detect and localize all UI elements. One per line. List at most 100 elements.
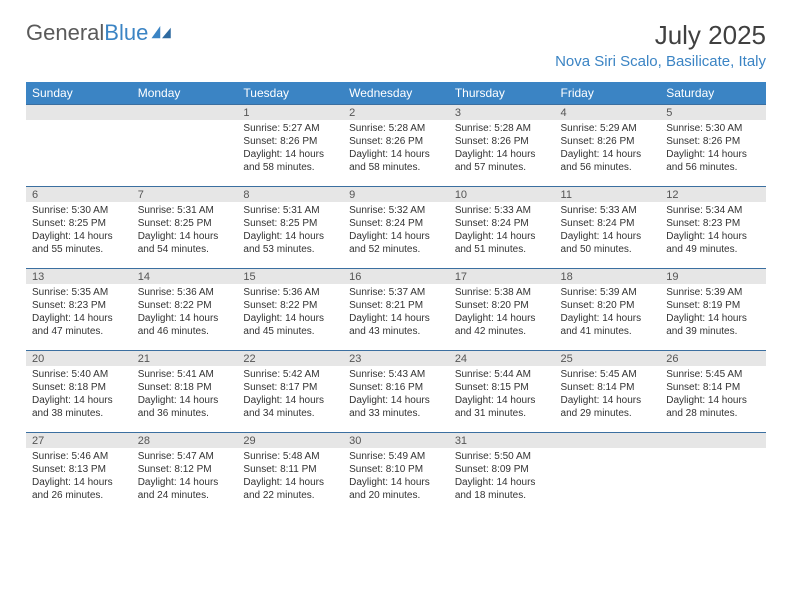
day-details: Sunrise: 5:30 AMSunset: 8:26 PMDaylight:… [660, 120, 766, 178]
calendar-day-cell [555, 432, 661, 514]
daylight-text: Daylight: 14 hours and 34 minutes. [243, 394, 337, 420]
sunset-text: Sunset: 8:23 PM [32, 299, 126, 312]
sunrise-text: Sunrise: 5:36 AM [243, 286, 337, 299]
day-number: 5 [660, 104, 766, 120]
day-number: 14 [132, 268, 238, 284]
day-number: 21 [132, 350, 238, 366]
calendar-day-cell [26, 104, 132, 186]
sunset-text: Sunset: 8:16 PM [349, 381, 443, 394]
day-details: Sunrise: 5:48 AMSunset: 8:11 PMDaylight:… [237, 448, 343, 506]
calendar-day-cell: 9Sunrise: 5:32 AMSunset: 8:24 PMDaylight… [343, 186, 449, 268]
calendar-day-cell: 15Sunrise: 5:36 AMSunset: 8:22 PMDayligh… [237, 268, 343, 350]
sunrise-text: Sunrise: 5:35 AM [32, 286, 126, 299]
day-number: 22 [237, 350, 343, 366]
weekday-header: Monday [132, 82, 238, 104]
weekday-header: Saturday [660, 82, 766, 104]
calendar-day-cell: 8Sunrise: 5:31 AMSunset: 8:25 PMDaylight… [237, 186, 343, 268]
day-number [555, 432, 661, 448]
day-number: 10 [449, 186, 555, 202]
daylight-text: Daylight: 14 hours and 55 minutes. [32, 230, 126, 256]
daylight-text: Daylight: 14 hours and 47 minutes. [32, 312, 126, 338]
calendar-day-cell: 7Sunrise: 5:31 AMSunset: 8:25 PMDaylight… [132, 186, 238, 268]
sunset-text: Sunset: 8:19 PM [666, 299, 760, 312]
sunrise-text: Sunrise: 5:39 AM [666, 286, 760, 299]
daylight-text: Daylight: 14 hours and 42 minutes. [455, 312, 549, 338]
daylight-text: Daylight: 14 hours and 56 minutes. [666, 148, 760, 174]
sunset-text: Sunset: 8:18 PM [138, 381, 232, 394]
day-details: Sunrise: 5:33 AMSunset: 8:24 PMDaylight:… [555, 202, 661, 260]
sunrise-text: Sunrise: 5:39 AM [561, 286, 655, 299]
day-number: 15 [237, 268, 343, 284]
calendar-day-cell: 17Sunrise: 5:38 AMSunset: 8:20 PMDayligh… [449, 268, 555, 350]
calendar-day-cell: 18Sunrise: 5:39 AMSunset: 8:20 PMDayligh… [555, 268, 661, 350]
day-number: 9 [343, 186, 449, 202]
weekday-header: Friday [555, 82, 661, 104]
sunset-text: Sunset: 8:24 PM [561, 217, 655, 230]
sunset-text: Sunset: 8:26 PM [455, 135, 549, 148]
daylight-text: Daylight: 14 hours and 38 minutes. [32, 394, 126, 420]
day-details: Sunrise: 5:31 AMSunset: 8:25 PMDaylight:… [132, 202, 238, 260]
day-number: 20 [26, 350, 132, 366]
day-number: 26 [660, 350, 766, 366]
day-details: Sunrise: 5:37 AMSunset: 8:21 PMDaylight:… [343, 284, 449, 342]
sunset-text: Sunset: 8:13 PM [32, 463, 126, 476]
sunrise-text: Sunrise: 5:41 AM [138, 368, 232, 381]
day-details: Sunrise: 5:45 AMSunset: 8:14 PMDaylight:… [660, 366, 766, 424]
calendar-day-cell: 30Sunrise: 5:49 AMSunset: 8:10 PMDayligh… [343, 432, 449, 514]
calendar-day-cell: 10Sunrise: 5:33 AMSunset: 8:24 PMDayligh… [449, 186, 555, 268]
calendar-day-cell: 21Sunrise: 5:41 AMSunset: 8:18 PMDayligh… [132, 350, 238, 432]
day-details: Sunrise: 5:44 AMSunset: 8:15 PMDaylight:… [449, 366, 555, 424]
calendar-day-cell: 14Sunrise: 5:36 AMSunset: 8:22 PMDayligh… [132, 268, 238, 350]
day-number: 12 [660, 186, 766, 202]
day-number: 16 [343, 268, 449, 284]
sunset-text: Sunset: 8:25 PM [32, 217, 126, 230]
day-details [132, 120, 238, 126]
day-number: 13 [26, 268, 132, 284]
sunrise-text: Sunrise: 5:44 AM [455, 368, 549, 381]
sunrise-text: Sunrise: 5:31 AM [138, 204, 232, 217]
daylight-text: Daylight: 14 hours and 50 minutes. [561, 230, 655, 256]
calendar-day-cell [660, 432, 766, 514]
daylight-text: Daylight: 14 hours and 49 minutes. [666, 230, 760, 256]
day-details: Sunrise: 5:39 AMSunset: 8:19 PMDaylight:… [660, 284, 766, 342]
day-number: 27 [26, 432, 132, 448]
calendar-day-cell: 6Sunrise: 5:30 AMSunset: 8:25 PMDaylight… [26, 186, 132, 268]
logo-text-gray: General [26, 20, 104, 46]
sunrise-text: Sunrise: 5:45 AM [666, 368, 760, 381]
sunset-text: Sunset: 8:26 PM [561, 135, 655, 148]
daylight-text: Daylight: 14 hours and 28 minutes. [666, 394, 760, 420]
page-title: July 2025 [555, 20, 766, 51]
day-details: Sunrise: 5:36 AMSunset: 8:22 PMDaylight:… [237, 284, 343, 342]
day-number: 4 [555, 104, 661, 120]
daylight-text: Daylight: 14 hours and 43 minutes. [349, 312, 443, 338]
day-details: Sunrise: 5:29 AMSunset: 8:26 PMDaylight:… [555, 120, 661, 178]
day-details: Sunrise: 5:45 AMSunset: 8:14 PMDaylight:… [555, 366, 661, 424]
daylight-text: Daylight: 14 hours and 58 minutes. [243, 148, 337, 174]
day-details: Sunrise: 5:28 AMSunset: 8:26 PMDaylight:… [449, 120, 555, 178]
calendar-day-cell: 4Sunrise: 5:29 AMSunset: 8:26 PMDaylight… [555, 104, 661, 186]
sunset-text: Sunset: 8:10 PM [349, 463, 443, 476]
day-details: Sunrise: 5:42 AMSunset: 8:17 PMDaylight:… [237, 366, 343, 424]
day-details [660, 448, 766, 454]
daylight-text: Daylight: 14 hours and 20 minutes. [349, 476, 443, 502]
day-number [26, 104, 132, 120]
sunset-text: Sunset: 8:26 PM [243, 135, 337, 148]
daylight-text: Daylight: 14 hours and 45 minutes. [243, 312, 337, 338]
daylight-text: Daylight: 14 hours and 58 minutes. [349, 148, 443, 174]
day-number: 19 [660, 268, 766, 284]
day-details: Sunrise: 5:40 AMSunset: 8:18 PMDaylight:… [26, 366, 132, 424]
day-number [660, 432, 766, 448]
day-details: Sunrise: 5:46 AMSunset: 8:13 PMDaylight:… [26, 448, 132, 506]
day-details [555, 448, 661, 454]
weekday-header: Tuesday [237, 82, 343, 104]
daylight-text: Daylight: 14 hours and 41 minutes. [561, 312, 655, 338]
sunset-text: Sunset: 8:26 PM [349, 135, 443, 148]
sunrise-text: Sunrise: 5:27 AM [243, 122, 337, 135]
daylight-text: Daylight: 14 hours and 31 minutes. [455, 394, 549, 420]
daylight-text: Daylight: 14 hours and 46 minutes. [138, 312, 232, 338]
sunset-text: Sunset: 8:24 PM [349, 217, 443, 230]
daylight-text: Daylight: 14 hours and 39 minutes. [666, 312, 760, 338]
sunrise-text: Sunrise: 5:33 AM [561, 204, 655, 217]
calendar-week-row: 6Sunrise: 5:30 AMSunset: 8:25 PMDaylight… [26, 186, 766, 268]
day-details: Sunrise: 5:49 AMSunset: 8:10 PMDaylight:… [343, 448, 449, 506]
